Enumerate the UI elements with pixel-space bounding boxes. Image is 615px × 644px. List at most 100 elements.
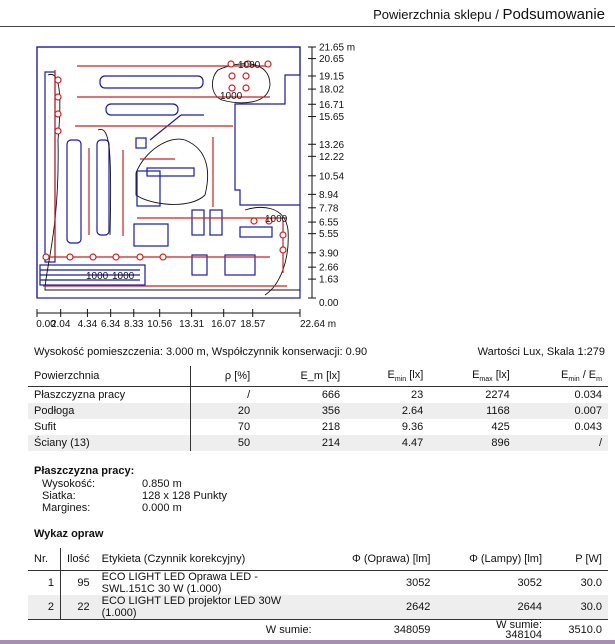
table-row: 1 95 ECO LIGHT LED Oprawa LED - SWL.151C 3… — [28, 570, 608, 595]
cell: 0.007 — [574, 405, 602, 417]
col-header: Powierzchnia — [28, 366, 191, 387]
x-tick-label: 16.07 — [211, 319, 236, 330]
cell: 22 — [77, 601, 90, 613]
cell: Ściany (13) — [28, 435, 191, 451]
cell: 2642 — [405, 601, 431, 613]
scale-info: Wartości Lux, Skala 1:279 — [477, 346, 605, 358]
y-tick-label: 13.26 — [319, 140, 344, 151]
cell: Płaszczyzna pracy — [28, 386, 191, 403]
x-tick-label: 0.00 — [36, 319, 56, 330]
x-tick-label: 18.57 — [240, 319, 265, 330]
x-tick-label: 4.34 — [78, 319, 98, 330]
cell: 2.64 — [401, 405, 424, 417]
table-header: Powierzchnia ρ [%] E_m [lx] Emin [lx] Em… — [28, 366, 608, 387]
cell: / — [247, 389, 251, 401]
table-row: 2 22 ECO LIGHT LED projektor LED 30W (1.00… — [28, 595, 608, 620]
isoline-label: 1000 — [238, 60, 261, 71]
room-info: Wysokość pomieszczenia: 3.000 m, Współcz… — [34, 346, 368, 358]
luminaire-rows — [43, 65, 287, 287]
cell: 95 — [77, 577, 90, 589]
x-tick-label: 8.33 — [124, 319, 144, 330]
floor-plan: 1000 1000 1000 1000 1000 0.002.04 4.34 6.3… — [36, 43, 355, 331]
cell: 3052 — [517, 577, 543, 589]
total-power: 3510.0 — [568, 624, 602, 636]
param-label: Margines: — [42, 502, 91, 514]
y-tick-label: 6.55 — [319, 218, 339, 229]
y-tick-label: 12.22 — [319, 152, 344, 163]
col-header: Nr. — [28, 548, 61, 571]
title-main: Podsumowanie — [502, 6, 605, 23]
workplane-params: Wysokość: 0.850 m Siatka: 128 x 128 Punkty… — [42, 478, 227, 514]
cell: 2274 — [485, 389, 510, 401]
cell: 2 — [28, 595, 61, 620]
cell: 214 — [321, 437, 341, 449]
isoline-labels: 1000 1000 1000 1000 1000 — [86, 60, 288, 282]
x-tick-label: 6.34 — [101, 319, 121, 330]
table-row: Podłoga 20 356 2.64 1168 0.007 — [28, 403, 608, 419]
cell: 50 — [237, 437, 251, 449]
param-label: Wysokość: — [42, 478, 96, 490]
total-label: W sumie: — [496, 619, 543, 631]
cell: 896 — [491, 437, 510, 449]
cell: 1168 — [486, 405, 510, 417]
table-header: Nr. Ilość Etykieta (Czynnik korekcyjny) … — [28, 548, 608, 571]
totals-row: W sumie: 348059 W sumie: 348104 3510.0 — [28, 620, 608, 641]
isoline-label: 1000 — [86, 271, 109, 282]
cell: 3052 — [405, 577, 431, 589]
param-label: Siatka: — [42, 490, 76, 502]
y-tick-label: 18.02 — [319, 85, 344, 96]
table-row: Płaszczyzna pracy / 666 23 2274 0.034 — [28, 386, 608, 403]
param-value: 128 x 128 Punkty — [142, 490, 228, 502]
x-tick-label: 13.31 — [179, 319, 204, 330]
cell: Sufit — [28, 419, 191, 435]
x-tick-label: 10.56 — [147, 319, 172, 330]
cell: 1 — [28, 570, 61, 595]
table-row: Ściany (13) 50 214 4.47 896 / — [28, 435, 608, 451]
cell: 0.034 — [574, 389, 602, 401]
cell: 425 — [491, 421, 510, 433]
isoline-label: 1000 — [265, 214, 288, 225]
cell: 30.0 — [580, 577, 602, 589]
param-value: 0.000 m — [142, 502, 182, 514]
bottom-bar — [0, 640, 615, 644]
page-header: Powierzchnia sklepu / Podsumowanie — [0, 0, 615, 27]
y-tick-label: 0.00 — [319, 298, 339, 309]
y-tick-label: 19.15 — [319, 71, 344, 82]
page-title: Powierzchnia sklepu / Podsumowanie — [373, 6, 605, 23]
col-header: P [W] — [575, 553, 602, 565]
y-tick-label: 20.65 — [319, 54, 344, 65]
y-tick-label: 1.63 — [319, 275, 339, 286]
y-tick-label: 3.90 — [319, 248, 339, 259]
luminaires-title: Wykaz opraw — [34, 528, 104, 540]
y-tick-label: 2.66 — [319, 263, 339, 274]
cell: 70 — [237, 421, 251, 433]
cell: ECO LIGHT LED projektor LED 30W (1.000) — [101, 595, 282, 619]
walls — [36, 46, 301, 299]
cell: 218 — [321, 421, 341, 433]
x-tick-label: 2.04 — [51, 319, 71, 330]
col-header: Φ (Lampy) [lm] — [469, 553, 543, 565]
total-label: W sumie: — [265, 624, 312, 636]
cell: 2644 — [517, 601, 543, 613]
isoline-label: 1000 — [112, 271, 135, 282]
luminaire-markers — [42, 60, 287, 261]
y-tick-label: 8.94 — [319, 190, 339, 201]
cell: 30.0 — [580, 601, 602, 613]
col-header: Emin / Em — [561, 368, 602, 384]
cell: ECO LIGHT LED Oprawa LED - SWL.151C 30 W… — [101, 571, 258, 595]
col-header: ρ [%] — [224, 370, 251, 382]
cell: 23 — [411, 389, 424, 401]
cell: Podłoga — [28, 403, 191, 419]
surfaces-table: Powierzchnia ρ [%] E_m [lx] Emin [lx] Em… — [28, 366, 608, 451]
total-oprawa: 348059 — [393, 624, 431, 636]
cell: 666 — [321, 389, 341, 401]
param-value: 0.850 m — [142, 478, 182, 490]
y-tick-label: 15.65 — [319, 112, 344, 123]
cell: 20 — [237, 405, 251, 417]
col-header: Etykieta (Czynnik korekcyjny) — [101, 553, 246, 565]
col-header: Emin [lx] — [387, 368, 424, 384]
y-tick-label: 5.55 — [319, 229, 339, 240]
title-prefix: Powierzchnia sklepu / — [373, 7, 503, 22]
cell: 9.36 — [401, 421, 424, 433]
